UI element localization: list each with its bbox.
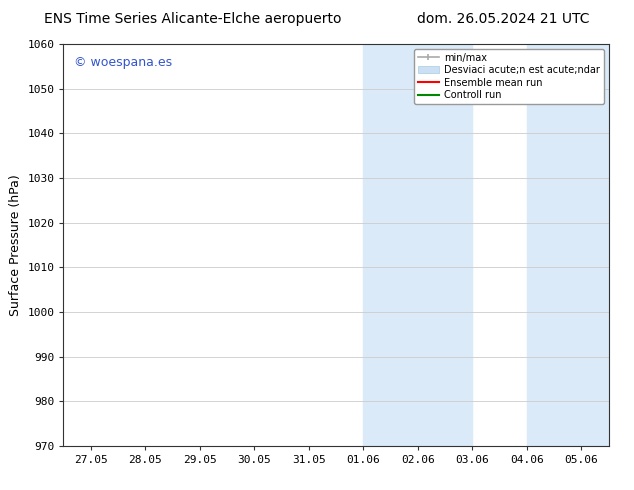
Bar (527, 44, 609, 446)
Text: © woespana.es: © woespana.es (74, 56, 172, 69)
Y-axis label: Surface Pressure (hPa): Surface Pressure (hPa) (9, 174, 22, 316)
Text: ENS Time Series Alicante-Elche aeropuerto: ENS Time Series Alicante-Elche aeropuert… (44, 12, 342, 26)
Bar (363, 44, 472, 446)
Text: dom. 26.05.2024 21 UTC: dom. 26.05.2024 21 UTC (417, 12, 590, 26)
Legend: min/max, Desviaci acute;n est acute;ndar, Ensemble mean run, Controll run: min/max, Desviaci acute;n est acute;ndar… (414, 49, 604, 104)
